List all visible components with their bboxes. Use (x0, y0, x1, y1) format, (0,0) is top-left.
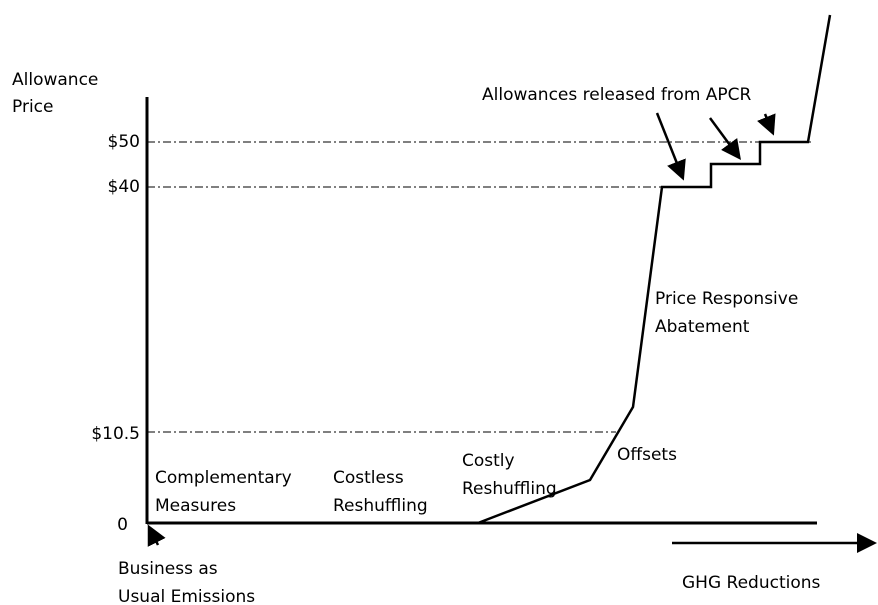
label: Costless (333, 468, 404, 488)
tick-label: 0 (117, 515, 128, 535)
x-label: GHG Reductions (682, 573, 821, 593)
label: Business as (118, 559, 218, 579)
tick-label: $10.5 (91, 424, 140, 444)
label: Offsets (617, 445, 677, 465)
label: Measures (155, 496, 236, 516)
supply-curve (477, 14, 832, 525)
label: Reshuffling (462, 479, 557, 499)
label: Abatement (655, 317, 750, 337)
label: Usual Emissions (118, 587, 255, 605)
label: Reshuffling (333, 496, 428, 516)
arrow (757, 113, 776, 136)
y-label: Allowance (12, 70, 98, 90)
arrow (147, 524, 166, 547)
arrow (708, 117, 741, 161)
label: Price Responsive (655, 289, 798, 309)
tick-label: $40 (108, 177, 140, 197)
tick-label: $50 (108, 132, 140, 152)
label: Complementary (155, 468, 292, 488)
arrow (655, 112, 686, 181)
label: Allowances released from APCR (482, 85, 752, 105)
label: Costly (462, 451, 515, 471)
y-label: Price (12, 97, 53, 117)
